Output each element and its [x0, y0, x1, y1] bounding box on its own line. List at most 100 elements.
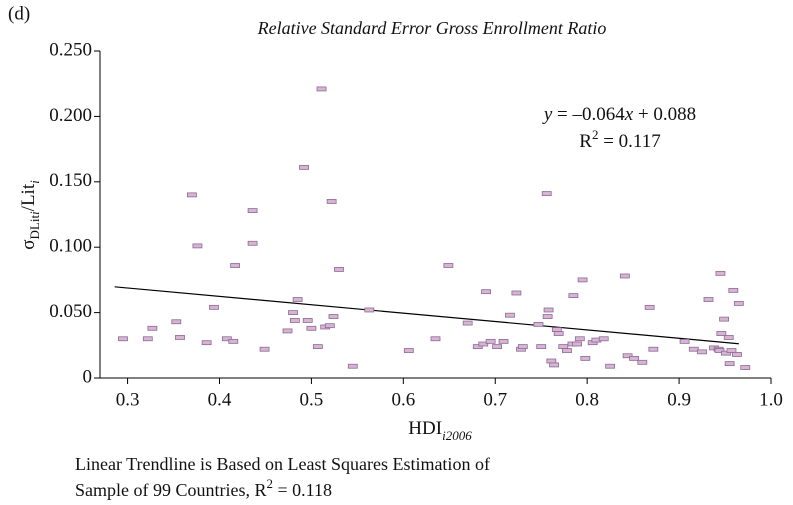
data-point [546, 358, 557, 364]
eq-x: x [624, 104, 634, 125]
data-point [733, 301, 744, 306]
data-point [553, 331, 564, 336]
x-tick-label: 0.6 [391, 389, 415, 410]
data-point [288, 310, 298, 316]
data-point [247, 240, 258, 246]
data-point [289, 318, 300, 323]
data-point [572, 341, 582, 347]
data-point [580, 355, 591, 361]
data-point [324, 323, 335, 329]
data-point [282, 328, 293, 334]
note-sup: 2 [267, 476, 274, 491]
x-tick-label: 0.3 [116, 389, 140, 410]
data-point [247, 208, 258, 213]
y-label-symbol: σ [18, 240, 39, 250]
data-point [726, 348, 737, 353]
data-point [605, 363, 616, 369]
data-point [740, 365, 751, 370]
x-tick-label: 1.0 [759, 389, 783, 410]
data-point [201, 340, 212, 346]
y-axis-label: σDLiti/Liti [18, 180, 42, 250]
data-point [403, 348, 414, 353]
y-tick-label: 0.150 [49, 170, 92, 191]
r2-value: = 0.117 [598, 131, 660, 152]
equation: y = –0.064x + 0.088 [542, 104, 696, 125]
x-axis-label: HDIi2006 [408, 418, 472, 443]
eq-slope: = –0.064 [552, 104, 625, 125]
data-point [326, 199, 337, 204]
data-point [714, 348, 725, 353]
data-point [364, 307, 375, 313]
y-label-sub-i: i [27, 211, 42, 215]
r-squared: R2 = 0.117 [579, 127, 660, 152]
data-point [192, 243, 203, 249]
data-point [721, 350, 731, 356]
y-label-sub: DLit [27, 215, 42, 240]
data-point [306, 325, 317, 331]
data-point [505, 312, 515, 318]
data-point [542, 314, 553, 319]
data-point [175, 335, 185, 340]
data-point [577, 277, 588, 283]
data-point [209, 304, 219, 310]
data-point [723, 335, 734, 340]
data-point [619, 273, 630, 279]
note-line-2: Sample of 99 Countries, R2 = 0.118 [75, 476, 332, 500]
data-point [299, 165, 309, 170]
data-point [187, 192, 197, 198]
panel-label: (d) [8, 3, 30, 24]
r2-r: R [579, 131, 592, 152]
data-point [719, 316, 730, 322]
data-point [688, 346, 699, 352]
y-tick-label: 0.050 [49, 301, 92, 322]
data-point [118, 336, 128, 342]
data-point [533, 321, 544, 327]
data-point [221, 336, 232, 342]
note-text: Sample of 99 Countries, R [75, 480, 267, 500]
data-point [541, 191, 552, 196]
data-point [259, 346, 270, 352]
data-point [478, 341, 489, 347]
data-point [551, 327, 562, 333]
data-point [562, 348, 572, 353]
data-point [558, 344, 569, 350]
data-point [543, 307, 554, 313]
data-point [462, 320, 473, 326]
x-tick-label: 0.8 [575, 389, 599, 410]
y-label-sub-i2: i [27, 180, 42, 184]
data-point [228, 338, 239, 344]
data-point [292, 297, 303, 302]
y-tick-label: 0 [83, 366, 93, 387]
data-point [142, 336, 153, 342]
data-point [716, 331, 727, 336]
x-tick-label: 0.5 [300, 389, 324, 410]
data-point [622, 353, 633, 359]
eq-y: y [542, 104, 553, 125]
data-point [347, 363, 358, 369]
data-point [637, 359, 648, 365]
y-label-lit: /Lit [18, 183, 39, 211]
data-point [549, 362, 559, 368]
note-value: = 0.118 [273, 480, 332, 500]
data-point [498, 338, 509, 344]
data-point [492, 344, 502, 350]
data-point [302, 318, 313, 323]
r2-sup: 2 [592, 127, 599, 142]
data-point [430, 336, 441, 342]
x-label-sub: i2006 [442, 428, 472, 443]
data-point [312, 344, 323, 350]
data-point [574, 336, 585, 342]
data-point [697, 349, 707, 355]
data-point [517, 344, 528, 350]
data-point [485, 338, 496, 344]
data-point [732, 352, 742, 357]
data-point [511, 290, 522, 296]
note-line-1: Linear Trendline is Based on Least Squar… [75, 454, 490, 474]
data-point [472, 344, 483, 350]
x-tick-label: 0.9 [667, 389, 691, 410]
data-point [644, 304, 655, 310]
y-tick-label: 0.100 [49, 236, 92, 257]
data-point [715, 270, 726, 276]
